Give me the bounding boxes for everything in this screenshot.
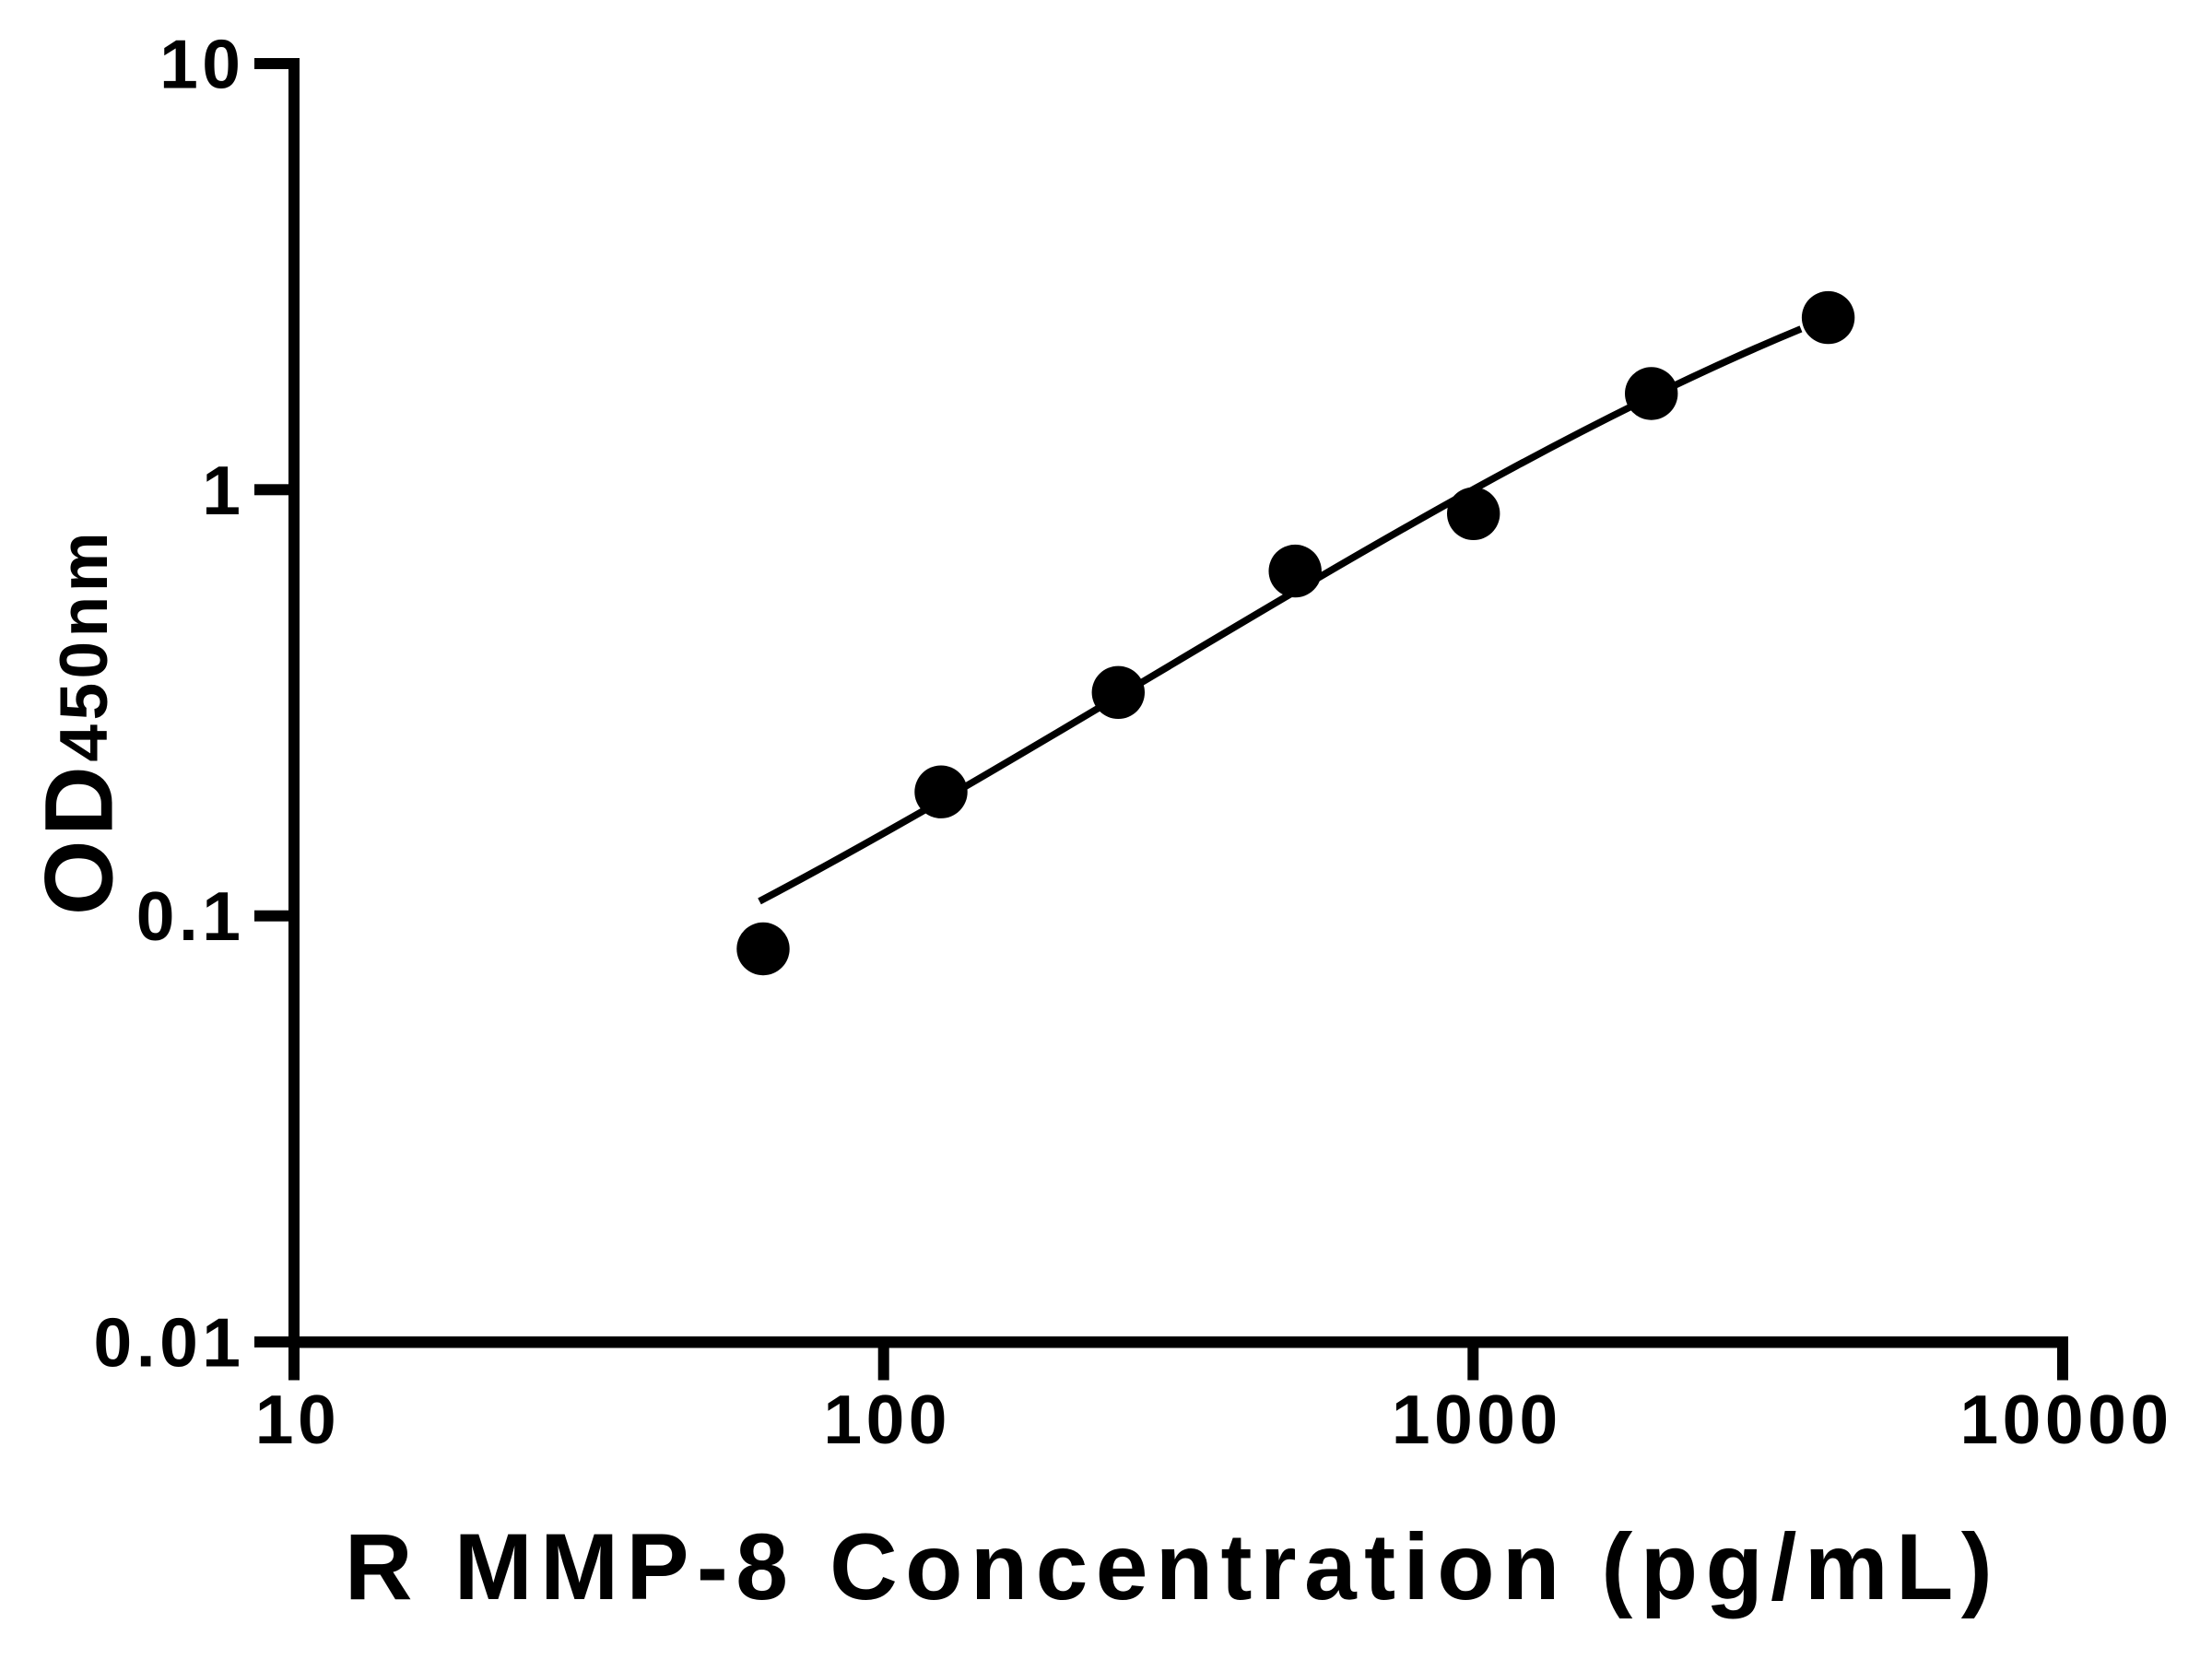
- svg-text:1000: 1000: [1392, 1381, 1562, 1458]
- svg-text:10: 10: [159, 26, 244, 103]
- svg-text:1: 1: [202, 452, 244, 529]
- svg-text:10: 10: [255, 1381, 340, 1458]
- svg-text:R MMP-8 Concentration (pg/mL): R MMP-8 Concentration (pg/mL): [345, 1514, 2000, 1619]
- svg-text:10000: 10000: [1959, 1381, 2172, 1458]
- svg-text:0.01: 0.01: [94, 1304, 245, 1382]
- svg-text:0.1: 0.1: [136, 877, 245, 955]
- svg-text:OD450nm: OD450nm: [26, 528, 134, 915]
- svg-text:100: 100: [823, 1381, 951, 1458]
